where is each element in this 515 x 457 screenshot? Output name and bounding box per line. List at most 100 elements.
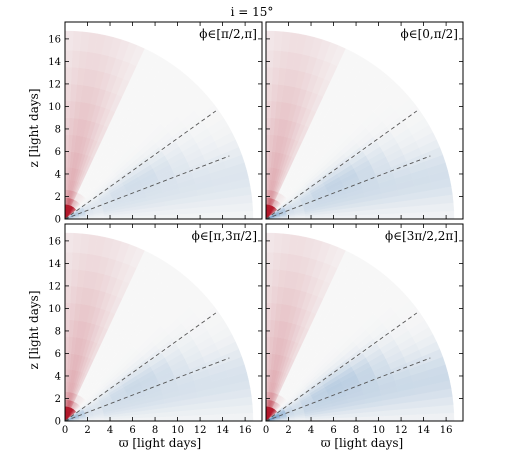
xtick-label: 14 <box>216 425 229 436</box>
ytick-label: 2 <box>55 192 61 203</box>
heatmap-cell <box>273 30 283 52</box>
heatmap-cell <box>70 268 79 287</box>
xtick-label: 8 <box>353 425 359 436</box>
ytick-label: 12 <box>48 79 61 90</box>
ylabel-bottom: z [light days] <box>27 291 41 370</box>
heatmap-cell <box>400 414 419 422</box>
xtick-label: 16 <box>440 425 453 436</box>
ytick-label: 14 <box>48 259 61 270</box>
ytick-label: 10 <box>48 102 61 113</box>
ytick-label: 14 <box>48 57 61 68</box>
dashed-line <box>64 312 217 422</box>
heatmap-cell <box>64 268 72 287</box>
heatmap-cell <box>64 83 72 102</box>
panels: 0 2 4 6 8 10 12 14 16 ϕ∈[π/2,π] ϕ∈[0,π/2] 0 2 4 6 8 10 12… <box>48 21 464 436</box>
dashed-line <box>64 110 217 220</box>
xtick-label: 8 <box>152 425 158 436</box>
xtick-label: 12 <box>194 425 207 436</box>
ytick-label: 4 <box>55 371 61 382</box>
ytick-label: 2 <box>55 394 61 405</box>
heatmap-cell <box>271 268 280 287</box>
heatmap-cell <box>265 336 270 354</box>
heatmap-cell <box>273 232 283 254</box>
panel-frame <box>64 21 263 220</box>
heatmap-cell <box>265 83 273 102</box>
heatmap-cell <box>265 66 273 85</box>
heatmap-cell <box>272 50 281 68</box>
xtick-label: 10 <box>372 425 385 436</box>
panel-label: ϕ∈[3π/2,2π] <box>385 229 458 243</box>
ytick-label: 8 <box>55 326 61 337</box>
ytick-label: 0 <box>55 215 61 226</box>
ytick-label: 8 <box>55 124 61 135</box>
ytick-label: 10 <box>48 304 61 315</box>
heatmap-cell <box>265 268 273 287</box>
panel-label: ϕ∈[π,3π/2] <box>192 229 257 243</box>
xtick-label: 4 <box>308 425 314 436</box>
panel-top-left: 0 2 4 6 8 10 12 14 16 ϕ∈[π/2,π] <box>48 21 263 226</box>
dashed-line <box>64 155 230 220</box>
panel-bottom-right: 0 2 4 6 8 10 12 14 16 ϕ∈[3π/2,2π] <box>263 223 464 436</box>
heatmap-cell <box>64 319 70 337</box>
heatmap-cell <box>64 251 73 270</box>
heatmap-cell <box>70 66 79 85</box>
heatmap-cell <box>265 232 275 253</box>
heatmap-cell <box>182 212 201 220</box>
panel-frame <box>265 223 464 422</box>
panel-bottom-left: 0 2 4 6 8 10 12 14 16 0 2 4 6 8 10 12 14 16 ϕ∈[π,3π/2] <box>48 223 263 436</box>
xlabel-left: ϖ [light days] <box>119 436 201 450</box>
dashed-line <box>265 357 431 422</box>
ytick-label: 16 <box>48 236 61 247</box>
heatmap-cell <box>265 319 271 337</box>
heatmap-cell <box>72 232 82 254</box>
heatmap-cell <box>64 117 70 135</box>
xtick-label: 6 <box>129 425 135 436</box>
panel-top-right: ϕ∈[0,π/2] <box>265 21 464 220</box>
heatmap-cell <box>383 414 402 422</box>
xtick-label: 0 <box>62 425 68 436</box>
panel-frame <box>265 21 464 220</box>
heatmap-cell <box>265 285 273 304</box>
xtick-label: 0 <box>263 425 269 436</box>
heatmap-cell <box>64 30 74 51</box>
heatmap-cell <box>434 412 455 422</box>
ytick-label: 6 <box>55 349 61 360</box>
heatmap-cell <box>216 413 235 422</box>
heatmap-cell <box>71 252 80 270</box>
heatmap-cell <box>265 49 274 68</box>
ytick-label: 16 <box>48 34 61 45</box>
panel-frame <box>64 223 263 422</box>
ytick-label: 0 <box>55 417 61 428</box>
xtick-label: 6 <box>330 425 336 436</box>
heatmap-cell <box>272 252 281 270</box>
dashed-line <box>265 312 418 422</box>
dashed-line <box>64 357 230 422</box>
heatmap-cell <box>64 232 74 253</box>
heatmap-cell <box>417 413 436 422</box>
xtick-label: 2 <box>84 425 90 436</box>
ytick-label: 12 <box>48 281 61 292</box>
heatmap-cell <box>434 210 455 220</box>
heatmap-cell <box>383 212 402 220</box>
heatmap-cell <box>265 100 272 118</box>
heatmap-cell <box>265 134 270 152</box>
heatmap-cell <box>64 302 71 320</box>
panel-label: ϕ∈[0,π/2] <box>401 27 458 41</box>
heatmap-cell <box>417 211 436 220</box>
heatmap-cell <box>265 117 271 135</box>
xtick-label: 12 <box>395 425 408 436</box>
heatmap-cell <box>64 336 69 354</box>
figure-title: i = 15° <box>231 5 274 19</box>
heatmap-cell <box>216 211 235 220</box>
xtick-label: 16 <box>239 425 252 436</box>
heatmap-cell <box>233 412 254 422</box>
ylabel-top: z [light days] <box>27 89 41 168</box>
heatmap-cell <box>64 285 72 304</box>
heatmap-cell <box>199 212 218 220</box>
xtick-label: 4 <box>107 425 113 436</box>
panel-label: ϕ∈[π/2,π] <box>199 27 257 41</box>
heatmap-cell <box>400 212 419 220</box>
ytick-label: 4 <box>55 169 61 180</box>
xtick-label: 14 <box>417 425 430 436</box>
heatmap-cell <box>265 30 275 51</box>
